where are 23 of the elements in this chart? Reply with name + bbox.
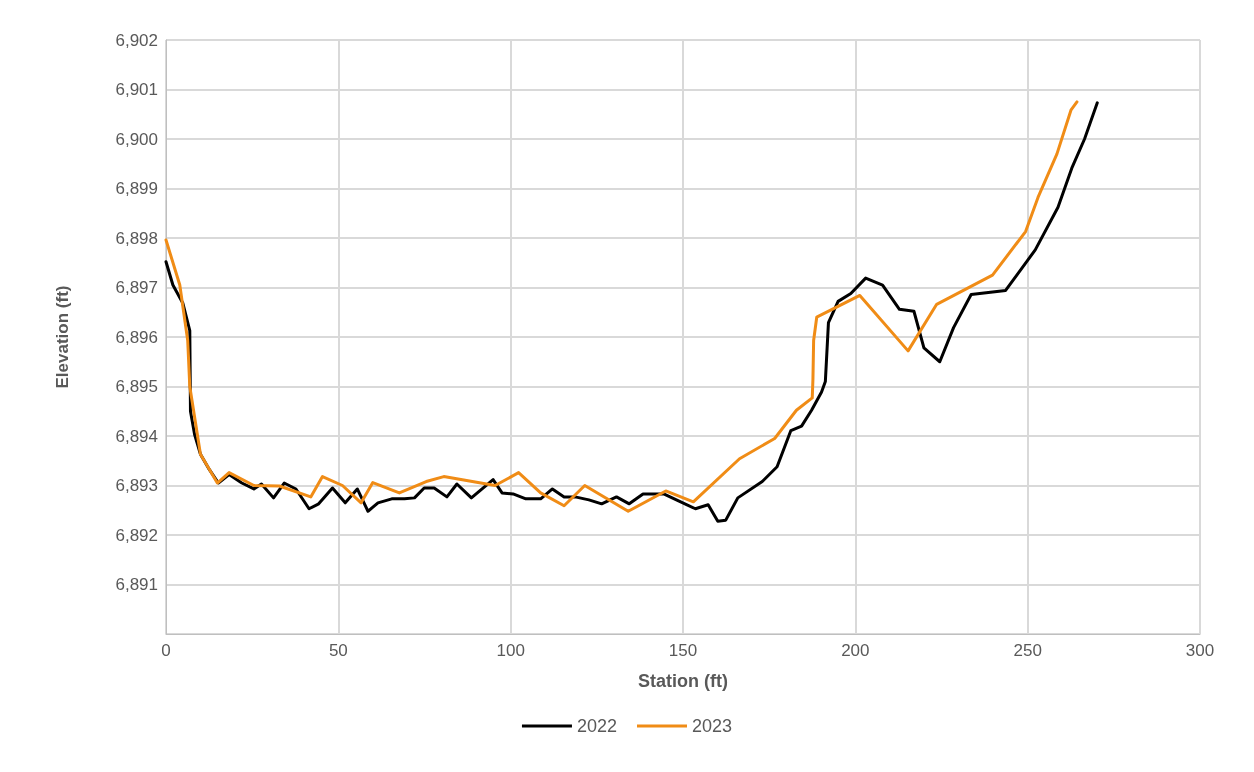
x-tick-label: 50 xyxy=(328,641,348,660)
x-axis-title: Station (ft) xyxy=(638,671,728,691)
y-tick-label: 6,896 xyxy=(115,327,158,347)
x-tick-label: 100 xyxy=(496,641,525,660)
x-tick-label: 300 xyxy=(1185,641,1215,660)
y-tick-label: 6,892 xyxy=(115,525,158,545)
y-tick-label: 6,891 xyxy=(115,575,158,594)
legend-label: 2022 xyxy=(576,716,617,736)
y-tick-label: 6,901 xyxy=(115,80,158,99)
y-tick-label: 6,895 xyxy=(115,377,158,396)
x-tick-label: 200 xyxy=(841,641,870,660)
y-tick-label: 6,898 xyxy=(115,228,158,248)
x-tick-label: 250 xyxy=(1013,641,1042,660)
y-tick-label: 6,894 xyxy=(115,426,158,446)
legend-label: 2023 xyxy=(692,716,733,736)
y-tick-label: 6,899 xyxy=(115,179,158,198)
y-tick-label: 6,893 xyxy=(115,476,158,495)
x-tick-label: 0 xyxy=(161,641,171,660)
y-tick-label: 6,897 xyxy=(115,278,158,297)
y-tick-label: 6,900 xyxy=(115,129,158,149)
x-tick-label: 150 xyxy=(668,641,698,660)
y-tick-label: 6,902 xyxy=(115,30,158,50)
y-axis-title: Elevation (ft) xyxy=(53,285,72,389)
